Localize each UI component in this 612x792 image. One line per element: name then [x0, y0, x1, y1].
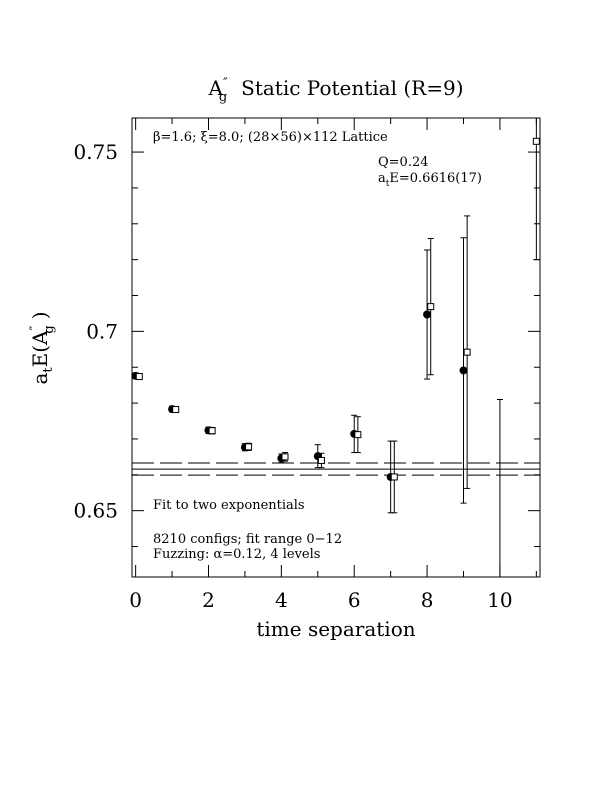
- y-tick-labels: 0.65 0.7 0.75: [73, 140, 118, 523]
- data-point: [245, 443, 253, 451]
- data-point: [317, 456, 325, 464]
- y-tick-label: 0.7: [86, 319, 118, 343]
- lattice-label: β=1.6; ξ=8.0; (28×56)×112 Lattice: [153, 130, 388, 145]
- x-tick-label: 8: [421, 588, 434, 612]
- series-2: [135, 118, 540, 514]
- x-tick-label: 6: [348, 588, 361, 612]
- x-tick-label: 0: [129, 588, 142, 612]
- series-1: [131, 237, 503, 577]
- data-point: [463, 348, 471, 356]
- data-point: [354, 431, 362, 439]
- y-tick-label: 0.65: [73, 499, 118, 523]
- x-tick-label: 4: [275, 588, 288, 612]
- q-label: Q=0.24: [378, 155, 429, 170]
- fit-label: Fit to two exponentials: [153, 498, 305, 513]
- y-tick-label: 0.75: [73, 140, 118, 164]
- x-axis-label: time separation: [256, 617, 415, 641]
- data-point: [172, 406, 180, 414]
- x-tick-labels: 0 2 4 6 8 10: [129, 588, 512, 612]
- data-series: [131, 118, 540, 577]
- chart-title: A″ g Static Potential (R=9): [208, 76, 464, 105]
- plot-frame: [131, 117, 541, 578]
- data-point: [532, 137, 540, 145]
- configs-label: 8210 configs; fit range 0−12: [153, 532, 342, 547]
- data-point: [390, 473, 398, 481]
- fit-band: [132, 462, 540, 476]
- energy-label: atE=0.6616(17): [378, 171, 482, 189]
- data-point: [459, 366, 468, 375]
- data-point: [427, 303, 435, 311]
- data-point: [135, 373, 143, 381]
- fuzzing-label: Fuzzing: α=0.12, 4 levels: [153, 547, 320, 562]
- data-point: [208, 427, 216, 435]
- data-point: [423, 310, 432, 319]
- y-axis-label: atE(A″g): [28, 311, 57, 384]
- x-tick-label: 2: [202, 588, 215, 612]
- x-tick-label: 10: [487, 588, 512, 612]
- data-point: [281, 453, 289, 461]
